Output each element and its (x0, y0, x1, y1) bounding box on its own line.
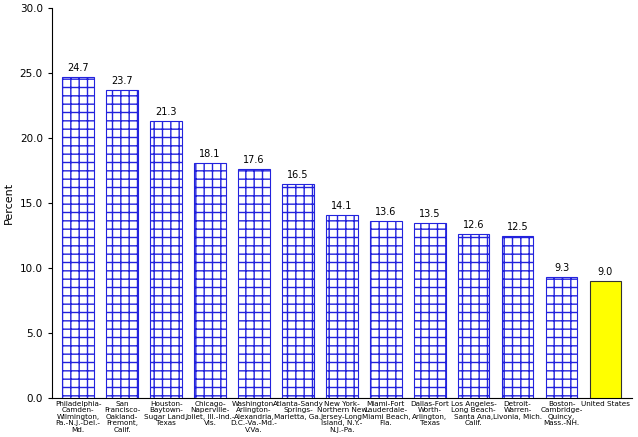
Text: 14.1: 14.1 (331, 201, 353, 211)
Text: 9.3: 9.3 (554, 263, 569, 273)
Text: 16.5: 16.5 (287, 170, 309, 180)
Y-axis label: Percent: Percent (4, 182, 14, 224)
Text: 23.7: 23.7 (112, 76, 133, 86)
Bar (282, 184, 314, 398)
Bar (326, 215, 358, 398)
Bar (194, 163, 226, 398)
Text: 9.0: 9.0 (598, 267, 613, 277)
Bar (458, 234, 489, 398)
Bar (414, 222, 445, 398)
Bar (107, 90, 138, 398)
Bar (151, 121, 182, 398)
Bar (545, 277, 577, 398)
Text: 24.7: 24.7 (68, 63, 89, 73)
Bar (501, 236, 533, 398)
Bar (63, 77, 94, 398)
Text: 12.6: 12.6 (463, 220, 484, 230)
Bar (370, 221, 401, 398)
Bar (590, 281, 621, 398)
Text: 13.5: 13.5 (419, 209, 440, 218)
Text: 12.5: 12.5 (507, 222, 528, 232)
Text: 13.6: 13.6 (375, 208, 396, 217)
Bar (238, 169, 270, 398)
Text: 17.6: 17.6 (243, 156, 265, 166)
Text: 21.3: 21.3 (156, 108, 177, 118)
Text: 18.1: 18.1 (199, 149, 221, 159)
